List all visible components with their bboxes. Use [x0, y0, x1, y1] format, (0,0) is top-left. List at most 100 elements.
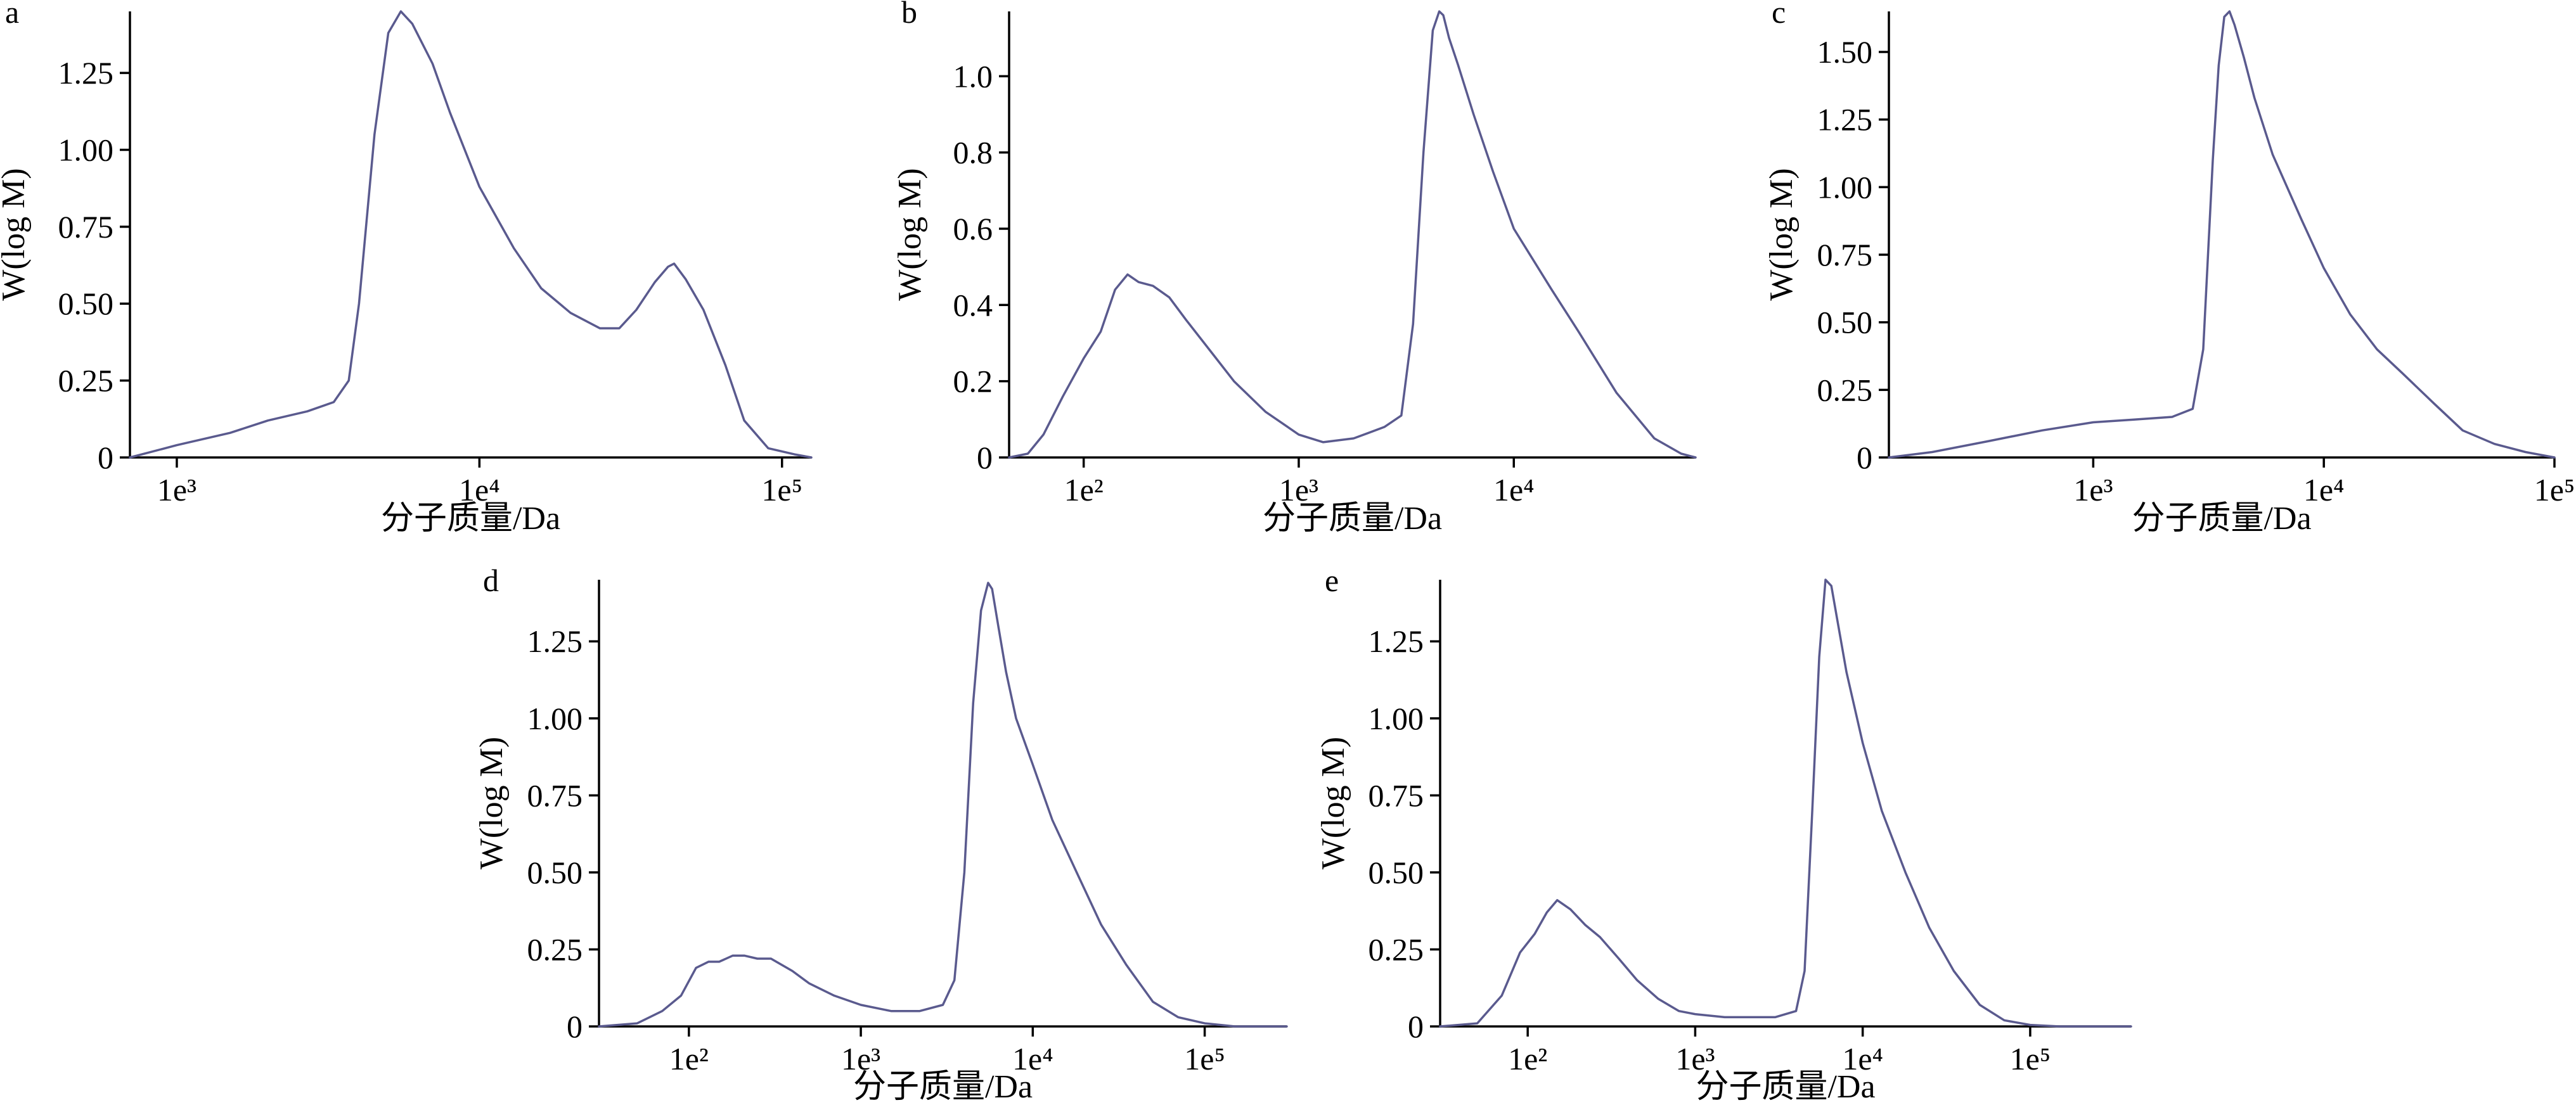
panel-c: c 0 0.25 0.50 0.75 1.00 1.25 1.50 1e³ 1e⁴ 1e⁵ 分子质量/…	[1763, 0, 2575, 537]
data-point	[1042, 433, 1045, 436]
data-point	[1212, 354, 1214, 356]
data-point	[176, 444, 178, 447]
y-tick-label: 0.50	[1368, 855, 1424, 890]
data-point	[411, 22, 413, 25]
data-point	[598, 1025, 600, 1028]
distribution-line	[1888, 10, 2556, 459]
data-point	[991, 588, 993, 591]
data-point	[1438, 10, 1441, 13]
data-point	[2223, 16, 2225, 18]
data-point	[791, 970, 794, 973]
data-point	[618, 327, 621, 329]
data-point	[1083, 357, 1085, 360]
data-point	[770, 957, 772, 960]
data-point	[997, 625, 1000, 627]
data-point	[1457, 63, 1459, 66]
data-point	[347, 380, 350, 382]
data-point	[2041, 429, 2044, 431]
data-point	[1255, 1025, 1258, 1028]
x-tick-label: 1e³	[841, 1041, 880, 1076]
x-tick-label: 1e³	[1675, 1041, 1715, 1076]
x-tick-label: 1e³	[157, 472, 196, 508]
x-tick-label: 1e⁴	[1012, 1041, 1053, 1076]
y-tick-label: 0	[98, 440, 113, 475]
data-point	[808, 982, 810, 985]
data-point	[953, 979, 956, 981]
data-point	[1795, 1010, 1798, 1012]
y-axis-label: W(log M)	[1315, 737, 1351, 869]
data-point	[1448, 37, 1450, 39]
data-point	[743, 419, 745, 422]
data-point	[1422, 151, 1425, 154]
data-point	[1152, 284, 1154, 287]
data-point	[1653, 437, 1656, 440]
data-point	[1476, 1022, 1479, 1025]
data-point	[1439, 1025, 1441, 1028]
y-tick-label: 1.25	[527, 623, 583, 659]
data-point	[2376, 348, 2378, 350]
x-axis-label: 分子质量/Da	[1263, 501, 1442, 537]
y-tick-label: 0.50	[1817, 305, 1873, 340]
y-tick-label: 1.25	[1817, 102, 1873, 137]
data-point	[1556, 899, 1559, 902]
data-point	[1431, 29, 1434, 32]
y-tick-label: 1.00	[1368, 701, 1424, 736]
y-tick-label: 0.2	[953, 364, 993, 399]
data-point	[756, 957, 759, 960]
data-point	[431, 63, 434, 65]
distribution-line	[1008, 10, 1697, 459]
x-tick-label: 1e³	[1279, 472, 1318, 508]
data-point	[987, 582, 989, 584]
data-point	[399, 10, 402, 13]
data-point	[129, 456, 131, 459]
y-tick-label: 0.25	[58, 363, 114, 399]
panel-a: a 0 0.25 0.50 0.75 1.00 1.25 1e³ 1e⁴ 1e⁵ 分子质量/Da W(…	[0, 0, 813, 537]
data-point	[2300, 219, 2303, 221]
data-point	[2171, 416, 2174, 418]
data-point	[2003, 1019, 2006, 1021]
y-tick-label: 0.25	[1368, 931, 1424, 967]
data-point	[635, 309, 638, 311]
data-point	[918, 1010, 921, 1012]
data-point	[1353, 437, 1355, 440]
y-tick-label: 0.75	[527, 777, 583, 813]
data-point	[1125, 964, 1128, 966]
data-point	[1928, 926, 1931, 929]
data-point	[667, 265, 669, 268]
data-point	[1836, 615, 1838, 618]
y-tick-label: 0.8	[953, 135, 993, 170]
data-point	[2461, 429, 2464, 431]
data-point	[1204, 1022, 1206, 1025]
data-point	[654, 281, 656, 283]
data-point	[1952, 970, 1955, 973]
data-point	[1584, 924, 1587, 926]
x-tick-label: 1e⁵	[2010, 1041, 2051, 1076]
data-point	[2402, 373, 2404, 375]
data-point	[1618, 957, 1620, 960]
data-point	[1285, 1025, 1288, 1028]
data-point	[1569, 908, 1572, 910]
y-tick-label: 0.25	[527, 931, 583, 967]
y-tick-label: 1.0	[953, 58, 993, 94]
x-axis-label: 分子质量/Da	[1696, 1069, 1875, 1105]
data-point	[267, 419, 269, 422]
x-tick-label: 1e⁵	[761, 472, 802, 508]
y-tick-label: 0.75	[58, 209, 114, 245]
data-point	[333, 401, 335, 404]
data-point	[1723, 1016, 1726, 1018]
panel-b: b 0 0.2 0.4 0.6 0.8 1.0 1e² 1e³ 1e⁴ 分子质量/Da W(log M…	[892, 0, 1697, 537]
panel-e: e 0 0.25 0.50 0.75 1.00 1.25 1e² 1e³ 1e⁴ 1e⁵ 分子质量/D…	[1315, 563, 2132, 1105]
data-point	[2494, 443, 2496, 445]
x-tick-label: 1e⁵	[1184, 1041, 1225, 1076]
y-tick-label: 0	[1408, 1009, 1424, 1044]
y-tick-label: 1.50	[1817, 34, 1873, 70]
data-point	[229, 431, 231, 434]
data-point	[673, 262, 676, 265]
data-point	[387, 32, 390, 34]
y-tick-label: 0.75	[1368, 777, 1424, 813]
data-point	[695, 967, 697, 969]
data-point	[1491, 170, 1494, 173]
panel-d: d 0 0.25 0.50 0.75 1.00 1.25 1e² 1e³ 1e⁴ 1e⁵ 分子质量/D…	[473, 563, 1288, 1105]
data-point	[1062, 395, 1064, 398]
x-axis-label: 分子质量/Da	[381, 501, 560, 537]
